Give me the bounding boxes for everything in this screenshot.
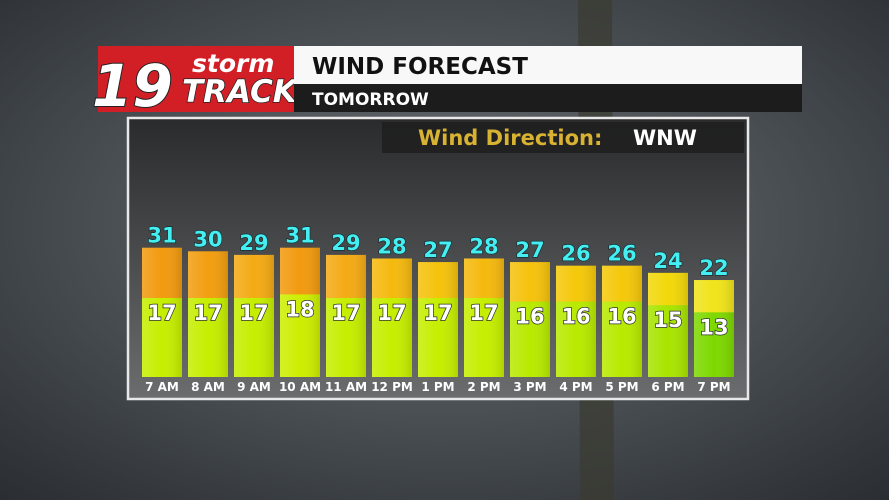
- subtitle-bar: [294, 84, 802, 112]
- sustained-label: 17: [239, 301, 268, 325]
- bar-shade: [464, 297, 504, 377]
- sustained-label: 17: [469, 301, 498, 325]
- x-tick-label: 12 PM: [371, 380, 413, 394]
- gust-label: 29: [331, 231, 360, 255]
- sustained-label: 17: [193, 301, 222, 325]
- gust-label: 27: [515, 238, 544, 262]
- gust-label: 28: [377, 234, 406, 258]
- bar-shade: [418, 297, 458, 377]
- x-tick-label: 3 PM: [513, 380, 546, 394]
- x-tick-label: 5 PM: [605, 380, 638, 394]
- chart-subtitle: TOMORROW: [312, 90, 429, 110]
- gust-label: 30: [193, 227, 222, 251]
- title-bar: [294, 46, 802, 84]
- annotation-label: Wind Direction:: [418, 126, 602, 150]
- sustained-label: 18: [285, 297, 314, 321]
- sustained-label: 15: [653, 308, 682, 332]
- gust-label: 31: [285, 224, 314, 248]
- annotation-value: WNW: [633, 126, 697, 150]
- chart-title: WIND FORECAST: [312, 54, 528, 80]
- x-tick-label: 9 AM: [237, 380, 271, 394]
- gust-label: 24: [653, 249, 682, 273]
- logo-box: [98, 46, 294, 112]
- logo-top: storm: [192, 49, 274, 78]
- x-tick-label: 8 AM: [191, 380, 225, 394]
- bar-shade: [556, 301, 596, 377]
- sustained-label: 16: [607, 305, 636, 329]
- sustained-label: 17: [331, 301, 360, 325]
- bar-shade: [280, 294, 320, 377]
- x-tick-label: 7 PM: [697, 380, 730, 394]
- bar-shade: [694, 312, 734, 377]
- gust-label: 29: [239, 231, 268, 255]
- sustained-label: 17: [377, 301, 406, 325]
- x-tick-label: 11 AM: [325, 380, 367, 394]
- bar-shade: [510, 301, 550, 377]
- bar-shade: [602, 301, 642, 377]
- x-tick-label: 6 PM: [651, 380, 684, 394]
- bar-shade: [372, 297, 412, 377]
- sustained-label: 16: [561, 305, 590, 329]
- x-tick-label: 4 PM: [559, 380, 592, 394]
- logo-bottom: TRACK: [182, 74, 299, 110]
- gust-label: 28: [469, 234, 498, 258]
- bar-shade: [188, 297, 228, 377]
- gust-label: 31: [147, 224, 176, 248]
- logo-number: 19: [92, 52, 173, 120]
- bar-shade: [234, 297, 274, 377]
- x-tick-label: 10 AM: [279, 380, 321, 394]
- bar-shade: [648, 305, 688, 377]
- gust-label: 26: [607, 242, 636, 266]
- sustained-label: 13: [699, 315, 728, 339]
- x-tick-label: 1 PM: [421, 380, 454, 394]
- x-tick-label: 2 PM: [467, 380, 500, 394]
- x-tick-label: 7 AM: [145, 380, 179, 394]
- sustained-label: 17: [423, 301, 452, 325]
- annotation-box: [382, 122, 744, 153]
- bar-shade: [326, 297, 366, 377]
- sustained-label: 17: [147, 301, 176, 325]
- bar-shade: [142, 297, 182, 377]
- sustained-label: 16: [515, 305, 544, 329]
- gust-label: 26: [561, 242, 590, 266]
- gust-label: 27: [423, 238, 452, 262]
- gust-label: 22: [699, 256, 728, 280]
